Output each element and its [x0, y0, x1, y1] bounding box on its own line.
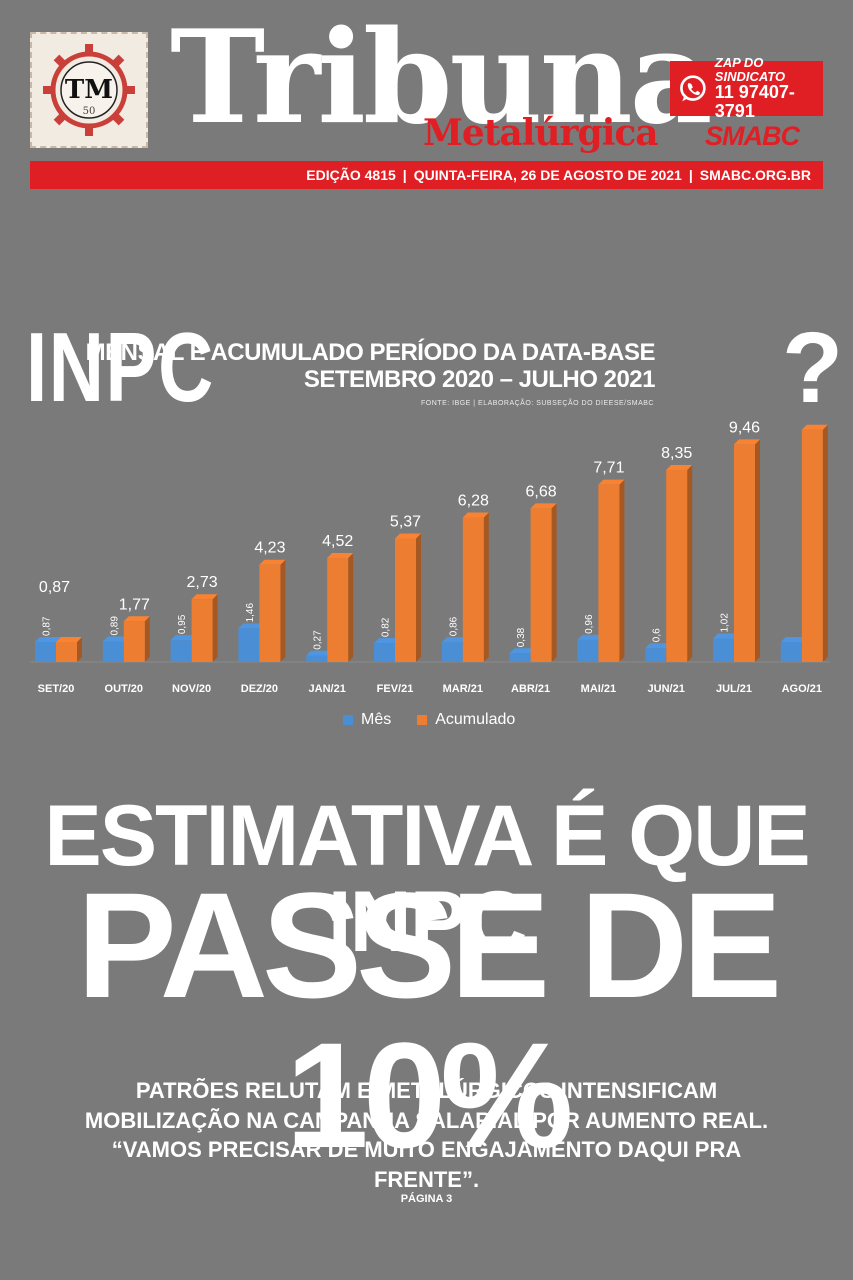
data-label-acumulado: 5,37 [390, 513, 421, 530]
edition-date: QUINTA-FEIRA, 26 DE AGOSTO DE 2021 [413, 167, 682, 183]
zap-number: 11 97407-3791 [714, 82, 795, 122]
data-label-acumulado: 1,77 [119, 596, 150, 613]
x-tick-label: NOV/20 [172, 683, 211, 695]
x-tick-label: OUT/20 [105, 683, 144, 695]
bar-acumulado [191, 594, 218, 662]
headline-line2: PASSE DE 10% [76, 861, 782, 1179]
chart-legend: Mês Acumulado [343, 711, 515, 729]
x-tick-label: MAI/21 [581, 683, 616, 695]
x-tick-label: JUL/21 [716, 683, 752, 695]
x-tick-label: ABR/21 [511, 683, 550, 695]
separator: | [402, 167, 407, 183]
headline-line1: ESTIMATIVA É QUE INPC [44, 788, 810, 970]
data-label-acumulado: 0,87 [39, 579, 70, 596]
bar-acumulado [123, 616, 150, 662]
x-tick-label: AGO/21 [782, 683, 822, 695]
data-label-acumulado: 7,71 [593, 460, 624, 477]
legend-label-mes: Mês [361, 711, 392, 728]
data-label-mes: 0,96 [584, 614, 595, 634]
bar-acumulado [598, 479, 625, 662]
data-label-acumulado: 6,68 [526, 483, 557, 500]
data-label-acumulado: 6,28 [458, 493, 489, 510]
bar-acumulado [259, 559, 286, 662]
edition-bar: EDIÇÃO 4815 | QUINTA-FEIRA, 26 DE AGOSTO… [30, 161, 823, 189]
page-reference[interactable]: PÁGINA 3 [400, 1193, 453, 1205]
data-label-acumulado: 4,52 [322, 533, 353, 550]
legend-label-acumulado: Acumulado [435, 711, 516, 728]
logo-number: 50 [83, 106, 96, 117]
chart-source: FONTE: IBGE | ELABORAÇÃO: SUBSEÇÃO DO DI… [421, 400, 654, 407]
chart-title-line1: MENSAL E ACUMULADO PERÍODO DA DATA-BASE [85, 339, 656, 366]
bar-acumulado [56, 636, 82, 662]
data-label-mes: 1,02 [720, 613, 731, 633]
question-mark: ? [782, 312, 844, 424]
masthead-subtitle: Metalúrgica [423, 112, 659, 154]
gear-icon: TM 50 [43, 44, 135, 136]
x-tick-label: SET/20 [38, 683, 75, 695]
legend-swatch-mes [343, 715, 353, 725]
x-tick-label: FEV/21 [377, 683, 414, 695]
data-label-acumulado: 9,46 [729, 420, 760, 436]
x-tick-label: DEZ/20 [241, 683, 278, 695]
tm-logo: TM 50 [30, 32, 148, 148]
x-tick-label: JAN/21 [309, 683, 346, 695]
data-label-mes: 1,46 [245, 603, 256, 623]
masthead-title: Tribuna [170, 3, 713, 153]
data-label-mes: 0,95 [177, 614, 188, 634]
separator: | [688, 167, 693, 183]
data-label-mes: 0,86 [448, 616, 459, 636]
data-label-mes: 0,6 [652, 628, 663, 642]
bar-acumulado [734, 439, 760, 662]
bar-acumulado [530, 503, 557, 662]
x-tick-label: MAR/21 [443, 683, 483, 695]
logo-letters: TM [65, 75, 113, 105]
smabc-logo: SMABC [705, 121, 800, 151]
legend-swatch-acumulado [417, 715, 428, 725]
bar-acumulado [666, 464, 693, 662]
x-tick-label: JUN/21 [648, 683, 685, 695]
data-label-acumulado: 8,35 [661, 445, 692, 462]
bar-acumulado [327, 553, 354, 662]
subhead: PATRÕES RELUTAM E METALÚRGICOS INTENSIFI… [84, 1078, 769, 1193]
edition-number: EDIÇÃO 4815 [306, 167, 396, 183]
data-label-mes: 0,87 [42, 616, 53, 636]
inpc-label: INPC [26, 312, 215, 422]
bar-acumulado [395, 533, 421, 662]
zap-sindicato-box[interactable]: ZAP DO SINDICATO 11 97407-3791 [670, 56, 823, 121]
chart-title-line2: SETEMBRO 2020 – JULHO 2021 [303, 365, 656, 393]
data-label-acumulado: 2,73 [187, 574, 218, 591]
zap-label: ZAP DO SINDICATO [714, 54, 786, 84]
bar-acumulado [801, 424, 828, 662]
whatsapp-icon [680, 74, 706, 101]
data-label-mes: 0,27 [313, 630, 324, 650]
site-link[interactable]: SMABC.ORG.BR [699, 167, 811, 183]
data-label-mes: 0,82 [381, 617, 392, 637]
chart-title: MENSAL E ACUMULADO PERÍODO DA DATA-BASE … [85, 339, 656, 394]
inpc-bar-chart: 0,87 0,87 SET/20 0,89 1,77 OUT/20 0,95 2,73 NOV/… [30, 420, 830, 695]
data-label-mes: 0,89 [109, 616, 120, 636]
data-label-mes: 0,38 [516, 627, 527, 647]
data-label-acumulado: 4,23 [254, 540, 285, 557]
bar-acumulado [462, 512, 489, 662]
